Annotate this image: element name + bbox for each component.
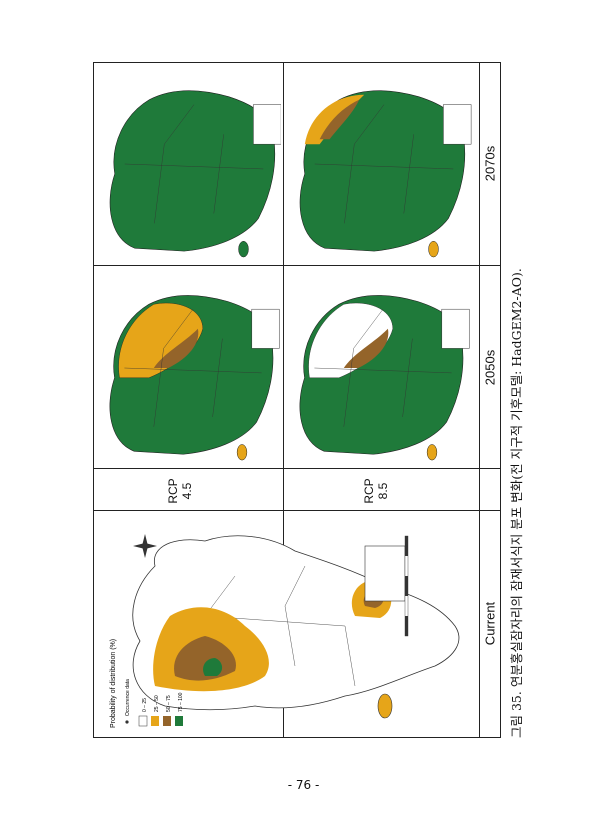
inset-box — [443, 104, 472, 145]
legend-class-0: 0 – 25 — [142, 698, 148, 712]
map-rcp45-2070s — [299, 90, 472, 258]
jeju-island — [236, 444, 248, 461]
header-2050s: 2050s — [482, 349, 498, 386]
map-rcp45-2050s — [299, 295, 470, 461]
scale-bar — [404, 535, 409, 637]
divider-current — [93, 510, 501, 511]
legend-class-2: 50 – 75 — [166, 695, 172, 712]
legend-class-1: 25 – 50 — [154, 695, 160, 712]
inset-box — [253, 104, 281, 145]
divider-row-label — [283, 62, 284, 738]
province-borders — [314, 309, 452, 427]
peninsula-region — [299, 90, 466, 252]
map-rcp85-2070s — [109, 90, 281, 258]
jeju-island — [377, 693, 393, 719]
province-borders — [124, 309, 262, 427]
header-current: Current — [482, 601, 498, 646]
jeju-island — [428, 240, 439, 258]
inset-box — [251, 308, 280, 349]
divider-2050-2070 — [93, 265, 501, 266]
divider-header-col — [479, 62, 480, 738]
habitat-brown-band — [153, 328, 199, 368]
habitat-brown-band — [319, 99, 360, 140]
peninsula-region — [109, 90, 276, 252]
province-borders — [314, 104, 454, 224]
row-label-rcp85: RCP 8.5 — [362, 478, 390, 504]
header-2070s: 2070s — [482, 145, 498, 182]
figure-frame — [93, 62, 501, 738]
divider-rowlabel-2050 — [93, 468, 501, 469]
map-rcp85-2050s — [109, 295, 280, 461]
compass-icon — [133, 534, 157, 558]
jeju-island — [426, 444, 438, 461]
map-current: Probability of distribution (%) Occurren… — [110, 534, 460, 728]
habitat-green — [203, 658, 222, 676]
habitat-brown-band — [343, 328, 389, 368]
legend-occurrence: Occurrence data — [125, 679, 131, 716]
legend-class-3: 75 – 100 — [178, 692, 184, 712]
figure-caption: 그림 35. 연분홍실잠자리의 잠재서식지 분포 변화(전 지구적 기후모델: … — [509, 268, 524, 738]
map-legend: Probability of distribution (%) Occurren… — [110, 639, 184, 728]
page-number: - 76 - — [287, 778, 320, 792]
jeju-island — [238, 240, 249, 258]
legend-title: Probability of distribution (%) — [110, 639, 117, 728]
row-label-rcp45: RCP 4.5 — [166, 478, 194, 504]
province-borders — [124, 104, 264, 224]
inset-box — [441, 308, 470, 349]
inset-box — [364, 545, 406, 602]
